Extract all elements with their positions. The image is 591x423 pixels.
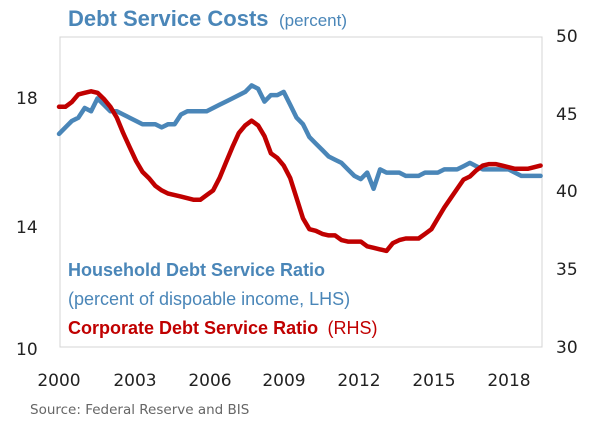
corporate-series-label-group: Corporate Debt Service Ratio (RHS) xyxy=(68,318,378,338)
x-tick-2000: 2000 xyxy=(37,371,80,391)
right-tick-45: 45 xyxy=(556,105,578,125)
left-tick-10: 10 xyxy=(16,340,38,360)
household-series-sublabel: (percent of dispoable income, LHS) xyxy=(68,289,350,309)
right-tick-30: 30 xyxy=(556,338,578,358)
x-tick-2006: 2006 xyxy=(188,371,231,391)
corporate-series-sublabel: (RHS) xyxy=(328,318,378,338)
x-tick-2003: 2003 xyxy=(113,371,156,391)
plot-frame xyxy=(59,36,543,348)
right-tick-50: 50 xyxy=(556,27,578,47)
chart-title: Debt Service Costs xyxy=(68,6,269,31)
chart-subtitle: (percent) xyxy=(279,11,347,30)
left-tick-18: 18 xyxy=(16,89,38,109)
x-tick-2015: 2015 xyxy=(412,371,455,391)
left-tick-14: 14 xyxy=(16,218,38,238)
corporate-debt-service-line xyxy=(56,89,543,254)
right-tick-35: 35 xyxy=(556,260,578,280)
x-tick-2012: 2012 xyxy=(337,371,380,391)
household-debt-service-line xyxy=(56,83,543,192)
x-tick-2009: 2009 xyxy=(262,371,305,391)
corporate-series-label: Corporate Debt Service Ratio xyxy=(68,318,318,338)
household-series-label: Household Debt Service Ratio xyxy=(68,260,325,280)
chart-title-group: Debt Service Costs (percent) xyxy=(68,6,347,31)
right-tick-40: 40 xyxy=(556,182,578,202)
source-note: Source: Federal Reserve and BIS xyxy=(30,402,249,418)
x-tick-2018: 2018 xyxy=(487,371,530,391)
